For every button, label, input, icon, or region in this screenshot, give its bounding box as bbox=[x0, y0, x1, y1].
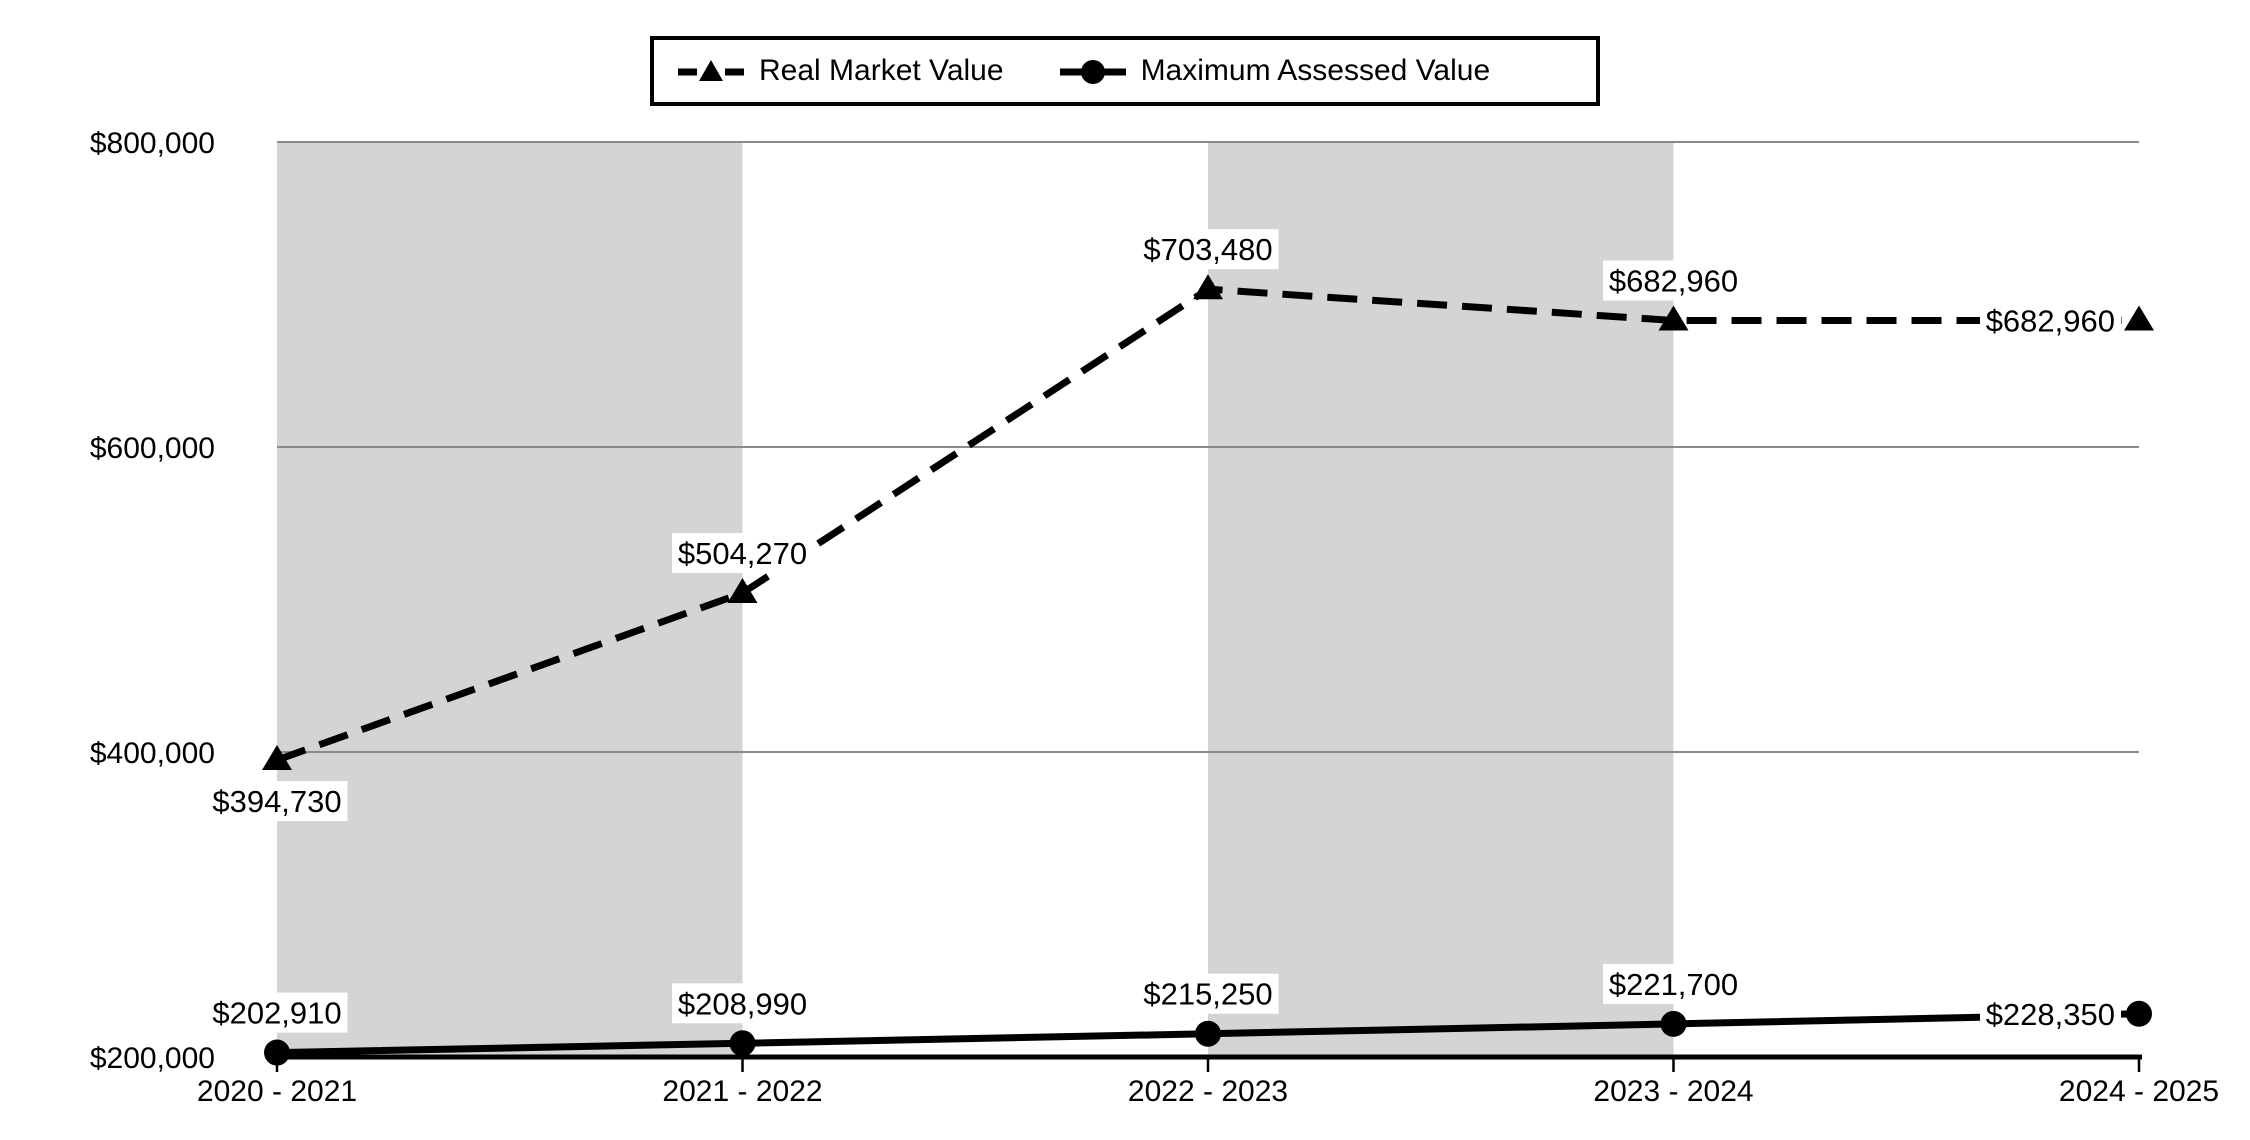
series-markers-real-market-value bbox=[262, 274, 2154, 771]
svg-text:$600,000: $600,000 bbox=[90, 432, 215, 465]
svg-text:$215,250: $215,250 bbox=[1143, 977, 1272, 1012]
svg-text:$200,000: $200,000 bbox=[90, 1042, 215, 1075]
svg-text:$228,350: $228,350 bbox=[1986, 997, 2115, 1032]
year-bands bbox=[277, 142, 1674, 1057]
legend: Real Market Value Maximum Assessed Value bbox=[650, 36, 1600, 106]
legend-label: Maximum Assessed Value bbox=[1140, 54, 1491, 87]
solid-line-circle-icon bbox=[1059, 60, 1126, 84]
svg-text:2021 - 2022: 2021 - 2022 bbox=[662, 1075, 822, 1108]
svg-text:$400,000: $400,000 bbox=[90, 737, 215, 770]
legend-item-maximum-assessed-value: Maximum Assessed Value bbox=[1059, 54, 1491, 88]
legend-item-real-market-value: Real Market Value bbox=[678, 54, 1004, 88]
y-axis-labels: $200,000 $400,000 $600,000 $800,000 bbox=[90, 127, 215, 1075]
svg-text:2023 - 2024: 2023 - 2024 bbox=[1593, 1075, 1753, 1108]
svg-text:$208,990: $208,990 bbox=[678, 986, 807, 1021]
gridlines bbox=[277, 141, 2139, 753]
svg-text:2024 - 2025: 2024 - 2025 bbox=[2059, 1075, 2219, 1108]
x-axis: 2020 - 2021 2021 - 2022 2022 - 2023 2023 - … bbox=[197, 1054, 2219, 1108]
svg-text:$394,730: $394,730 bbox=[212, 784, 341, 819]
svg-text:$221,700: $221,700 bbox=[1609, 967, 1738, 1002]
dashed-line-triangle-icon bbox=[678, 60, 744, 81]
svg-text:$682,960: $682,960 bbox=[1609, 263, 1738, 298]
data-labels: $394,730 $504,270 $703,480 $682,960 $682,960… bbox=[206, 229, 2121, 1034]
svg-text:$202,910: $202,910 bbox=[212, 996, 341, 1031]
series-markers-maximum-assessed-value bbox=[264, 1000, 2152, 1066]
svg-text:$703,480: $703,480 bbox=[1143, 232, 1272, 267]
legend-label: Real Market Value bbox=[759, 54, 1004, 87]
svg-text:$800,000: $800,000 bbox=[90, 127, 215, 160]
svg-text:$682,960: $682,960 bbox=[1986, 303, 2115, 338]
svg-text:2022 - 2023: 2022 - 2023 bbox=[1128, 1075, 1288, 1108]
svg-text:$504,270: $504,270 bbox=[678, 536, 807, 571]
svg-text:2020 - 2021: 2020 - 2021 bbox=[197, 1075, 357, 1108]
